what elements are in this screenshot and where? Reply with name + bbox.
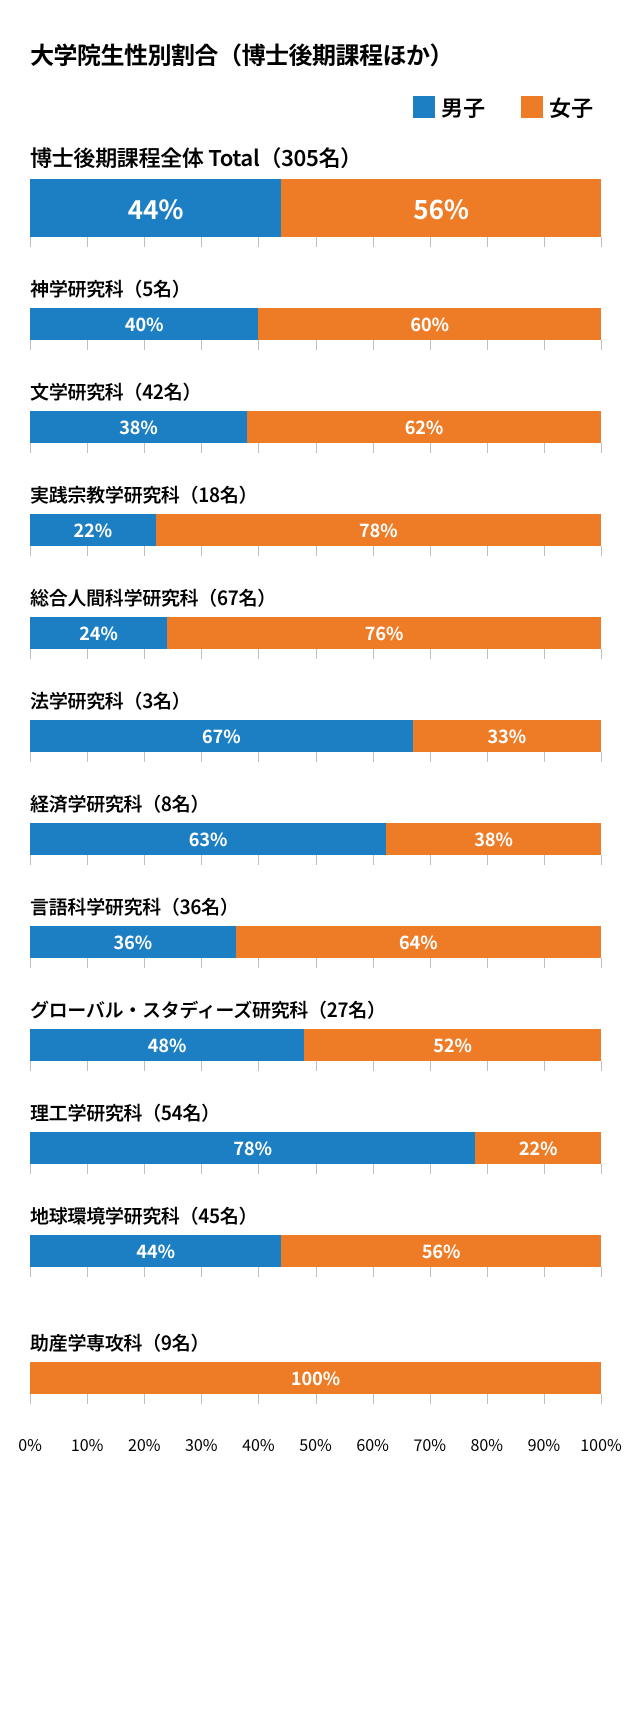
- row-2-male-seg: 22%: [30, 514, 156, 546]
- axis-label-30: 30%: [185, 1432, 218, 1456]
- row-8-female-seg: 22%: [475, 1132, 601, 1164]
- row-3-label: 総合人間科学研究科（67名）: [30, 584, 601, 611]
- axis-label-40: 40%: [242, 1432, 275, 1456]
- extra-chart-female-seg: 100%: [30, 1362, 601, 1394]
- axis-label-70: 70%: [413, 1432, 446, 1456]
- row-3-male-seg: 24%: [30, 617, 167, 649]
- axis-labels: 0%10%20%30%40%50%60%70%80%90%100%: [30, 1432, 601, 1454]
- row-6-male-seg: 36%: [30, 926, 236, 958]
- axis-label-100: 100%: [580, 1432, 621, 1456]
- row-5-bar: 63%38%: [30, 823, 601, 855]
- axis-ticks: [30, 237, 601, 247]
- extra-chart-bar: 100%: [30, 1362, 601, 1394]
- row-0-bar: 40%60%: [30, 308, 601, 340]
- axis-label-60: 60%: [356, 1432, 389, 1456]
- legend-male-swatch: [413, 96, 435, 118]
- axis-ticks: [30, 855, 601, 865]
- axis-ticks: [30, 1394, 601, 1404]
- total-chart-female-seg: 56%: [281, 179, 601, 237]
- row-4-bar: 67%33%: [30, 720, 601, 752]
- axis-label-0: 0%: [18, 1432, 42, 1456]
- row-0: 神学研究科（5名） 40%60%: [30, 275, 601, 350]
- row-2: 実践宗教学研究科（18名） 22%78%: [30, 481, 601, 556]
- row-3-bar: 24%76%: [30, 617, 601, 649]
- row-7-label: グローバル・スタディーズ研究科（27名）: [30, 996, 601, 1023]
- row-7-female-seg: 52%: [304, 1029, 601, 1061]
- row-7-bar: 48%52%: [30, 1029, 601, 1061]
- axis-ticks: [30, 546, 601, 556]
- row-6-female-seg: 64%: [236, 926, 601, 958]
- row-1-female-seg: 62%: [247, 411, 601, 443]
- legend: 男子 女子: [30, 91, 601, 123]
- row-2-female-seg: 78%: [156, 514, 601, 546]
- row-3: 総合人間科学研究科（67名） 24%76%: [30, 584, 601, 659]
- axis-ticks: [30, 649, 601, 659]
- row-1: 文学研究科（42名） 38%62%: [30, 378, 601, 453]
- axis-label-20: 20%: [128, 1432, 161, 1456]
- axis-label-90: 90%: [528, 1432, 561, 1456]
- row-6: 言語科学研究科（36名） 36%64%: [30, 893, 601, 968]
- axis-ticks: [30, 340, 601, 350]
- axis-label-10: 10%: [71, 1432, 104, 1456]
- axis-ticks: [30, 443, 601, 453]
- extra-chart-label: 助産学専攻科（9名）: [30, 1329, 601, 1356]
- row-6-label: 言語科学研究科（36名）: [30, 893, 601, 920]
- row-5-female-seg: 38%: [386, 823, 601, 855]
- row-7-male-seg: 48%: [30, 1029, 304, 1061]
- row-2-bar: 22%78%: [30, 514, 601, 546]
- total-chart: 博士後期課程全体 Total（305名） 44%56%: [30, 141, 601, 247]
- row-0-label: 神学研究科（5名）: [30, 275, 601, 302]
- row-9: 地球環境学研究科（45名） 44%56%: [30, 1202, 601, 1277]
- row-4: 法学研究科（3名） 67%33%: [30, 687, 601, 762]
- row-8-bar: 78%22%: [30, 1132, 601, 1164]
- axis-ticks: [30, 1164, 601, 1174]
- row-9-label: 地球環境学研究科（45名）: [30, 1202, 601, 1229]
- legend-female: 女子: [521, 91, 593, 123]
- row-8-label: 理工学研究科（54名）: [30, 1099, 601, 1126]
- row-2-label: 実践宗教学研究科（18名）: [30, 481, 601, 508]
- row-9-bar: 44%56%: [30, 1235, 601, 1267]
- total-chart-male-seg: 44%: [30, 179, 281, 237]
- row-3-female-seg: 76%: [167, 617, 601, 649]
- row-8-male-seg: 78%: [30, 1132, 475, 1164]
- row-6-bar: 36%64%: [30, 926, 601, 958]
- legend-female-swatch: [521, 96, 543, 118]
- row-5-label: 経済学研究科（8名）: [30, 790, 601, 817]
- row-7: グローバル・スタディーズ研究科（27名） 48%52%: [30, 996, 601, 1071]
- axis-ticks: [30, 752, 601, 762]
- row-0-female-seg: 60%: [258, 308, 601, 340]
- row-9-male-seg: 44%: [30, 1235, 281, 1267]
- axis-ticks: [30, 958, 601, 968]
- axis-ticks: [30, 1061, 601, 1071]
- row-4-male-seg: 67%: [30, 720, 413, 752]
- total-chart-label: 博士後期課程全体 Total（305名）: [30, 141, 601, 173]
- row-1-male-seg: 38%: [30, 411, 247, 443]
- axis-label-50: 50%: [299, 1432, 332, 1456]
- row-9-female-seg: 56%: [281, 1235, 601, 1267]
- row-8: 理工学研究科（54名） 78%22%: [30, 1099, 601, 1174]
- row-5: 経済学研究科（8名） 63%38%: [30, 790, 601, 865]
- axis-label-80: 80%: [471, 1432, 504, 1456]
- row-5-male-seg: 63%: [30, 823, 386, 855]
- row-1-label: 文学研究科（42名）: [30, 378, 601, 405]
- legend-male: 男子: [413, 91, 485, 123]
- row-1-bar: 38%62%: [30, 411, 601, 443]
- row-0-male-seg: 40%: [30, 308, 258, 340]
- row-4-female-seg: 33%: [413, 720, 601, 752]
- extra-chart: 助産学専攻科（9名） 100%: [30, 1329, 601, 1404]
- legend-female-label: 女子: [549, 91, 593, 123]
- axis-ticks: [30, 1267, 601, 1277]
- total-chart-bar: 44%56%: [30, 179, 601, 237]
- row-4-label: 法学研究科（3名）: [30, 687, 601, 714]
- chart-title: 大学院生性別割合（博士後期課程ほか）: [30, 36, 601, 71]
- legend-male-label: 男子: [441, 91, 485, 123]
